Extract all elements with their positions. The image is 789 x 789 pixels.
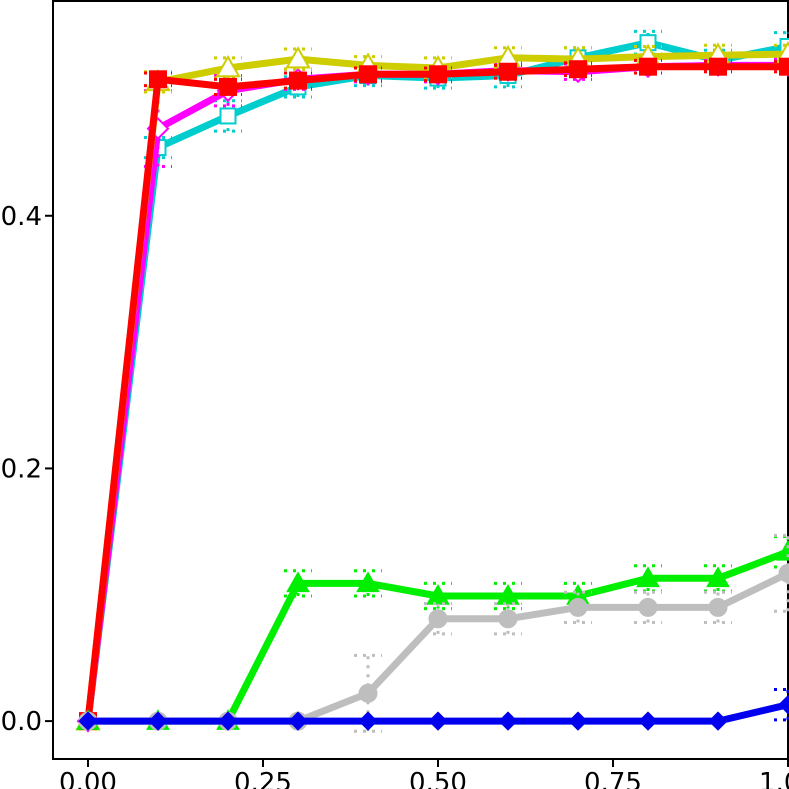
series-6	[78, 688, 789, 731]
data-point	[356, 571, 380, 593]
x-tick-label: 0.25	[234, 768, 292, 789]
data-point	[778, 694, 789, 715]
data-point	[219, 107, 237, 125]
y-tick-label: 0.2	[1, 454, 42, 484]
data-point	[428, 609, 448, 629]
series-3	[79, 57, 789, 731]
data-point	[636, 566, 660, 588]
data-point	[778, 563, 789, 583]
x-tick-label: 1.00	[759, 768, 789, 789]
data-point	[215, 54, 241, 78]
data-point	[78, 711, 98, 731]
data-point	[776, 539, 789, 561]
data-point	[708, 711, 728, 731]
plot-panel	[52, 0, 789, 760]
data-point	[288, 711, 308, 731]
data-point	[706, 566, 730, 588]
data-point	[568, 711, 588, 731]
series-layer	[75, 29, 789, 733]
data-point	[499, 62, 517, 81]
data-point	[568, 597, 588, 617]
data-point	[708, 597, 728, 617]
data-point	[219, 77, 237, 96]
data-point	[218, 711, 238, 731]
y-tick-label: 0.0	[1, 707, 42, 737]
data-point	[429, 65, 447, 84]
data-point	[569, 60, 587, 79]
y-axis: 0.0 0.2 0.4	[1, 202, 53, 737]
data-point	[285, 46, 311, 69]
x-axis: 0.00 0.25 0.50 0.75 1.00	[59, 759, 789, 789]
data-point	[639, 57, 657, 76]
data-point	[428, 711, 448, 731]
data-point	[149, 70, 167, 89]
data-point	[148, 711, 168, 731]
data-point	[709, 57, 727, 76]
data-point	[498, 609, 518, 629]
x-tick-label: 0.50	[409, 768, 467, 789]
y-tick-label: 0.4	[1, 202, 42, 232]
data-point	[638, 711, 658, 731]
data-point	[779, 57, 789, 76]
data-point	[638, 597, 658, 617]
data-point	[286, 571, 310, 593]
data-point	[358, 711, 378, 731]
x-tick-label: 0.75	[584, 768, 642, 789]
data-point	[289, 71, 307, 90]
data-point	[358, 683, 378, 703]
x-tick-label: 0.00	[59, 768, 117, 789]
data-point	[498, 711, 518, 731]
data-point	[359, 65, 377, 84]
